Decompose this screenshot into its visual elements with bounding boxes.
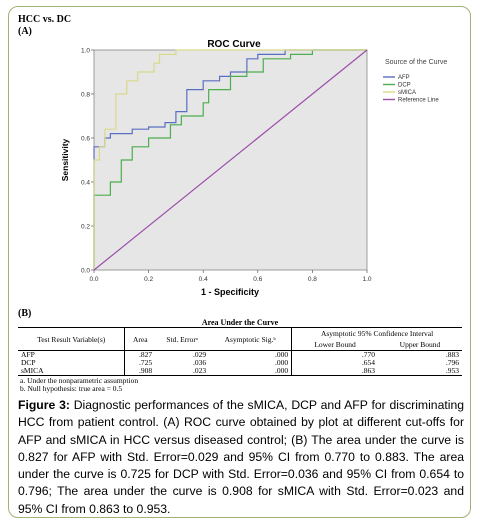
header-lower: Lower Bound bbox=[291, 339, 378, 351]
y-tick-label: 1.0 bbox=[81, 48, 90, 55]
cell-area: .908 bbox=[124, 367, 156, 376]
y-tick-label: 0.4 bbox=[81, 180, 90, 187]
table-row: sMICA .908 .023 .000 .863 .953 bbox=[18, 367, 462, 376]
footnote-a: a. Under the nonparametric assumption bbox=[20, 376, 139, 385]
footnote-b: b. Null hypothesis: true area = 0.5 bbox=[20, 384, 123, 393]
series-line-afp bbox=[93, 49, 367, 270]
figure-caption: Figure 3: Diagnostic performances of the… bbox=[18, 397, 464, 518]
legend-label: sMICA bbox=[398, 90, 416, 96]
figure-title: HCC vs. DC bbox=[18, 14, 72, 25]
series-line-reference-line bbox=[93, 49, 368, 271]
table-caption: Area Under the Curve bbox=[201, 318, 279, 327]
x-tick-label: 1.0 bbox=[362, 276, 371, 283]
cell-std-error: .029 bbox=[193, 350, 207, 359]
y-tick-label: 0.0 bbox=[81, 268, 90, 275]
cell-variable: DCP bbox=[18, 359, 126, 367]
y-axis-label: Sensitivity bbox=[60, 138, 70, 181]
cell-sig: .000 bbox=[209, 367, 292, 376]
x-axis-label: 1 - Specificity bbox=[201, 287, 259, 297]
x-tick-label: 0.0 bbox=[89, 276, 98, 283]
caption-text: Diagnostic performances of the sMICA, DC… bbox=[18, 398, 464, 516]
y-tick-label: 0.6 bbox=[81, 136, 90, 143]
header-upper: Upper Bound bbox=[377, 339, 462, 351]
cell-upper: .953 bbox=[377, 367, 462, 376]
header-asymp-sig: Asymptotic Sig.ᵇ bbox=[209, 327, 292, 351]
x-tick-label: 0.6 bbox=[253, 276, 262, 283]
roc-chart: ROC Curve 0.00.20.40.60.81.0 0.0 0.2 0.4 0.… bbox=[60, 39, 447, 297]
legend-label: DCP bbox=[398, 83, 411, 89]
legend-title: Source of the Curve bbox=[385, 59, 447, 66]
legend-label: AFP bbox=[398, 75, 410, 81]
panel-a-label: (A) bbox=[18, 26, 32, 37]
x-axis-ticks: 0.0 0.2 0.4 0.6 0.8 1.0 bbox=[89, 270, 372, 283]
header-std-error: Std. Errorᵃ bbox=[155, 327, 210, 351]
table-row: DCP .725 .036 .000 .654 .796 bbox=[18, 359, 462, 367]
cell-lower: .863 bbox=[291, 367, 378, 376]
cell-upper: .796 bbox=[445, 358, 459, 367]
series-layer bbox=[93, 49, 368, 271]
panel-b-label: (B) bbox=[18, 308, 32, 319]
series-line-dcp bbox=[93, 49, 367, 270]
cell-upper: .883 bbox=[445, 350, 459, 359]
x-tick-label: 0.2 bbox=[144, 276, 153, 283]
y-tick-label: 0.8 bbox=[81, 92, 90, 99]
cell-variable: AFP bbox=[18, 350, 126, 359]
cell-variable: sMICA bbox=[18, 367, 126, 376]
y-axis-ticks: 0.0 0.2 0.4 0.6 0.8 1.0 bbox=[81, 48, 94, 275]
x-tick-label: 0.8 bbox=[308, 276, 317, 283]
caption-label: Figure 3: bbox=[18, 398, 70, 412]
header-variable: Test Result Variable(s) bbox=[18, 327, 126, 351]
cell-std-error: .023 bbox=[155, 367, 210, 376]
header-ci: Asymptotic 95% Confidence Interval bbox=[291, 327, 462, 339]
y-tick-label: 0.2 bbox=[81, 224, 90, 231]
cell-lower: .654 bbox=[291, 359, 378, 367]
auc-table: Test Result Variable(s) Area Std. Errorᵃ… bbox=[18, 327, 462, 376]
header-area: Area bbox=[124, 327, 156, 351]
cell-area: .725 bbox=[139, 358, 153, 367]
series-line-smica bbox=[93, 49, 367, 270]
cell-sig: .000 bbox=[275, 350, 289, 359]
cell-std-error: .036 bbox=[193, 358, 207, 367]
cell-sig: .000 bbox=[275, 358, 289, 367]
cell-lower: .770 bbox=[291, 350, 378, 359]
x-tick-label: 0.4 bbox=[199, 276, 208, 283]
legend-label: Reference Line bbox=[398, 98, 439, 104]
cell-area: .827 bbox=[139, 350, 153, 359]
table-row: AFP .827 .029 .000 .770 .883 bbox=[18, 350, 462, 359]
chart-title: ROC Curve bbox=[207, 39, 261, 50]
